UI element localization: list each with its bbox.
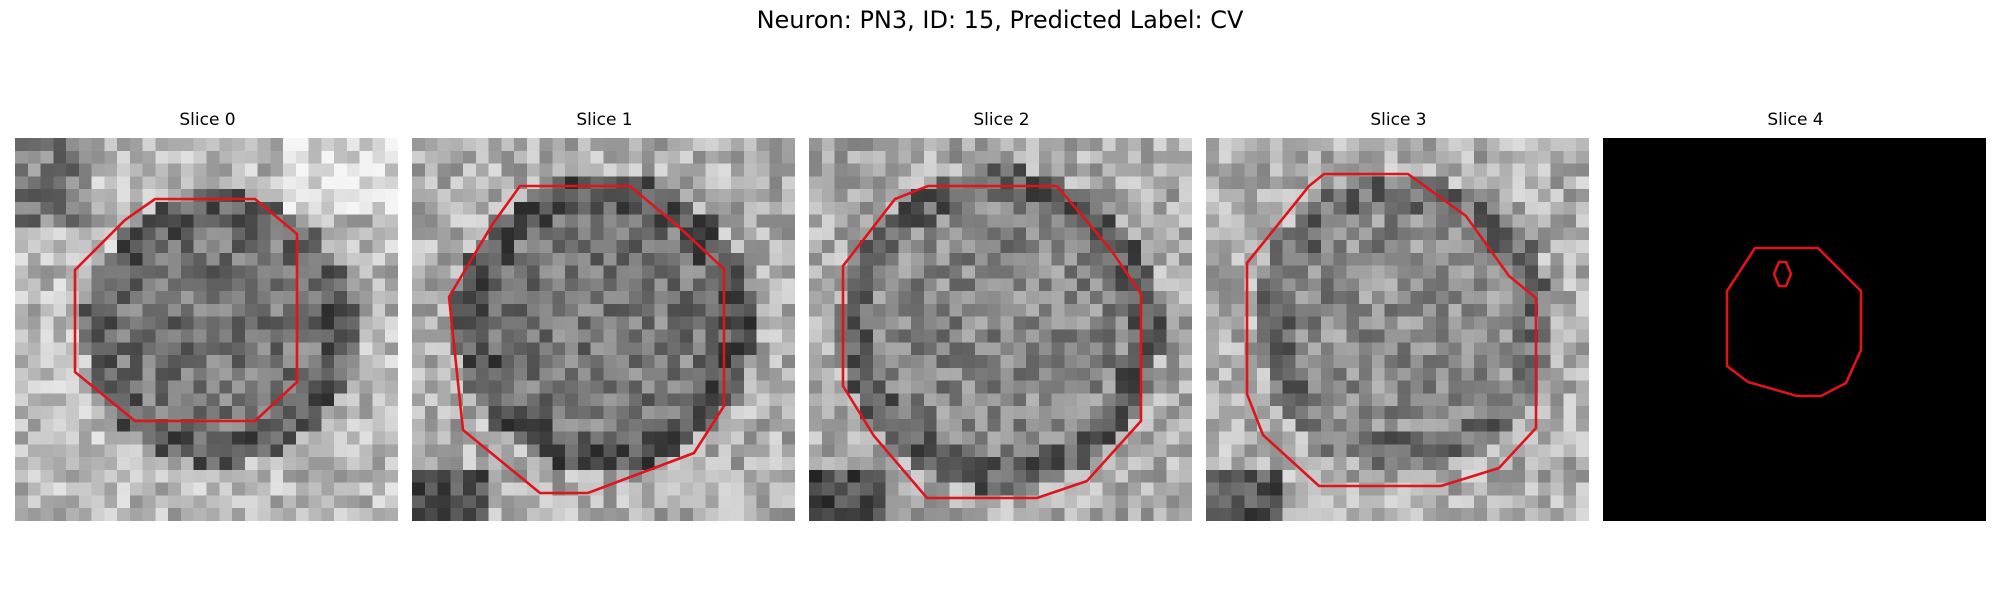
microscopy-image-2 xyxy=(809,138,1192,521)
roi-contour-2 xyxy=(841,184,1143,500)
slice-image-0 xyxy=(15,138,398,521)
slice-image-4 xyxy=(1603,138,1986,521)
slice-panel-4: Slice 4 xyxy=(1603,108,1988,521)
slice-panel-2: Slice 2 xyxy=(809,108,1194,521)
roi-contour-0 xyxy=(73,197,299,423)
roi-contour-3 xyxy=(1245,172,1538,488)
small-roi-contour xyxy=(1772,260,1793,288)
slice-title-1: Slice 1 xyxy=(576,110,633,130)
slice-image-3 xyxy=(1206,138,1589,521)
slice-panel-0: Slice 0 xyxy=(15,108,400,521)
slice-title-3: Slice 3 xyxy=(1370,110,1427,130)
slice-panel-1: Slice 1 xyxy=(412,108,797,521)
microscopy-image-1 xyxy=(412,138,795,521)
slice-image-1 xyxy=(412,138,795,521)
slice-panel-3: Slice 3 xyxy=(1206,108,1591,521)
slice-title-0: Slice 0 xyxy=(179,110,236,130)
roi-contour-1 xyxy=(447,184,726,495)
microscopy-image-3 xyxy=(1206,138,1589,521)
roi-contour-4 xyxy=(1725,246,1863,398)
slice-image-2 xyxy=(809,138,1192,521)
figure-title: Neuron: PN3, ID: 15, Predicted Label: CV xyxy=(756,6,1244,34)
slice-title-4: Slice 4 xyxy=(1767,110,1824,130)
slice-title-2: Slice 2 xyxy=(973,110,1030,130)
microscopy-image-0 xyxy=(15,138,398,521)
